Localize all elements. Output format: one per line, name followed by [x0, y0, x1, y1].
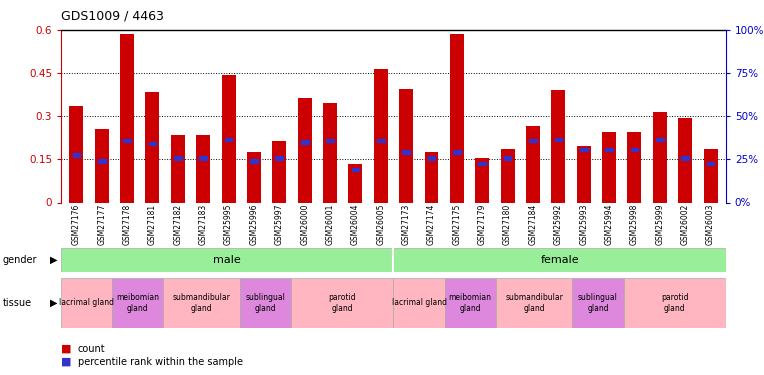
- Bar: [374, 69, 388, 203]
- Bar: [112, 278, 163, 328]
- Text: lacrimal gland: lacrimal gland: [59, 298, 114, 307]
- Bar: [623, 278, 726, 328]
- Bar: [453, 150, 461, 154]
- Bar: [276, 156, 283, 160]
- Bar: [222, 75, 235, 202]
- Bar: [326, 139, 334, 142]
- Bar: [681, 156, 689, 160]
- Text: male: male: [213, 255, 241, 265]
- Bar: [247, 152, 261, 202]
- Bar: [196, 135, 210, 202]
- Bar: [163, 278, 240, 328]
- Bar: [61, 248, 393, 272]
- Text: GDS1009 / 4463: GDS1009 / 4463: [61, 9, 164, 22]
- Text: gender: gender: [2, 255, 37, 265]
- Bar: [272, 141, 286, 202]
- Text: ▶: ▶: [50, 298, 57, 308]
- Bar: [552, 90, 565, 202]
- Bar: [707, 162, 714, 165]
- Text: sublingual
gland: sublingual gland: [578, 293, 618, 312]
- Bar: [602, 132, 616, 202]
- Bar: [351, 168, 359, 171]
- Bar: [377, 139, 384, 142]
- Bar: [678, 118, 692, 202]
- Bar: [348, 164, 362, 202]
- Bar: [478, 162, 486, 165]
- Bar: [95, 129, 108, 203]
- Bar: [149, 142, 157, 145]
- Text: ■: ■: [61, 344, 72, 354]
- Bar: [450, 34, 464, 203]
- Text: count: count: [78, 344, 105, 354]
- Bar: [393, 278, 445, 328]
- Bar: [145, 92, 160, 202]
- Bar: [630, 148, 638, 151]
- Bar: [291, 278, 393, 328]
- Bar: [605, 148, 613, 151]
- Bar: [301, 140, 309, 144]
- Text: percentile rank within the sample: percentile rank within the sample: [78, 357, 243, 367]
- Bar: [399, 89, 413, 202]
- Bar: [627, 132, 642, 202]
- Bar: [572, 278, 623, 328]
- Bar: [656, 138, 664, 141]
- Text: sublingual
gland: sublingual gland: [246, 293, 286, 312]
- Bar: [123, 139, 131, 142]
- Bar: [403, 150, 410, 154]
- Bar: [496, 278, 572, 328]
- Bar: [323, 104, 337, 202]
- Text: submandibular
gland: submandibular gland: [173, 293, 231, 312]
- Text: female: female: [540, 255, 579, 265]
- Text: meibomian
gland: meibomian gland: [116, 293, 160, 312]
- Bar: [425, 152, 439, 202]
- Bar: [503, 156, 511, 160]
- Bar: [199, 156, 207, 160]
- Bar: [500, 149, 515, 202]
- Bar: [704, 149, 717, 202]
- Bar: [73, 153, 80, 157]
- Bar: [526, 126, 540, 202]
- Text: meibomian
gland: meibomian gland: [448, 293, 492, 312]
- Bar: [475, 158, 489, 203]
- Bar: [98, 159, 105, 162]
- Text: ■: ■: [61, 357, 72, 367]
- Text: parotid
gland: parotid gland: [329, 293, 356, 312]
- Bar: [240, 278, 291, 328]
- Text: lacrimal gland: lacrimal gland: [391, 298, 446, 307]
- Text: tissue: tissue: [2, 298, 31, 308]
- Bar: [174, 156, 182, 160]
- Bar: [428, 156, 435, 160]
- Text: ▶: ▶: [50, 255, 57, 265]
- Bar: [120, 34, 134, 203]
- Bar: [393, 248, 726, 272]
- Bar: [653, 112, 667, 202]
- Bar: [171, 135, 185, 202]
- Bar: [580, 148, 588, 151]
- Bar: [577, 147, 591, 202]
- Bar: [61, 278, 112, 328]
- Bar: [529, 139, 537, 142]
- Bar: [298, 98, 312, 202]
- Text: submandibular
gland: submandibular gland: [505, 293, 563, 312]
- Text: parotid
gland: parotid gland: [661, 293, 688, 312]
- Bar: [445, 278, 496, 328]
- Bar: [555, 138, 562, 141]
- Bar: [70, 106, 83, 202]
- Bar: [250, 159, 257, 162]
- Bar: [225, 138, 232, 141]
